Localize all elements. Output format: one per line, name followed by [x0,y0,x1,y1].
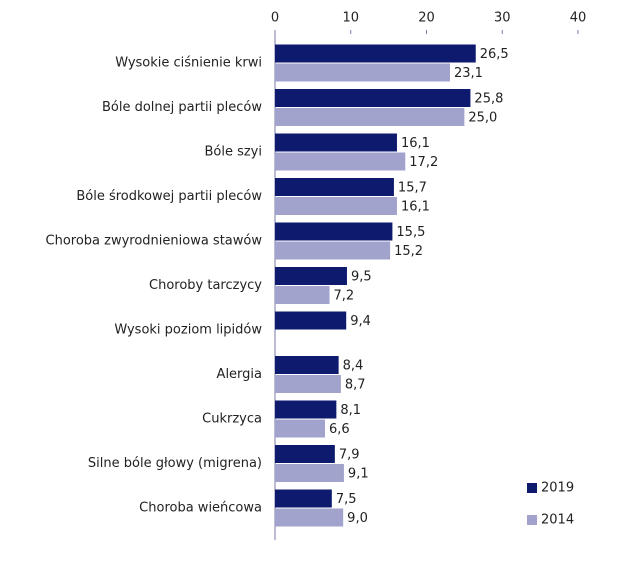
bar [275,89,471,107]
value-label: 15,7 [398,181,427,196]
value-label: 17,2 [409,155,438,170]
value-label: 8,1 [340,403,361,418]
value-label: 6,6 [329,422,350,437]
value-label: 8,4 [343,359,364,374]
legend-label: 2019 [541,481,574,496]
bar [275,311,347,330]
bar [275,375,341,393]
x-tick-label: 30 [494,11,511,26]
bar [275,178,394,196]
bar [275,508,344,527]
value-label: 25,0 [468,111,497,126]
bar [275,267,347,285]
bar [275,222,393,241]
value-label: 7,2 [334,289,355,304]
category-label: Choroba zwyrodnieniowa stawów [46,234,263,249]
value-label: 15,5 [396,225,425,240]
value-label: 15,2 [394,244,423,259]
value-label: 7,9 [339,448,360,463]
value-label: 9,4 [350,314,371,329]
category-label: Wysoki poziom lipidów [114,323,262,338]
value-label: 16,1 [401,200,430,215]
bar [275,419,325,438]
bar [275,286,330,304]
bar [275,197,397,215]
category-label: Cukrzyca [202,412,262,427]
value-label: 23,1 [454,66,483,81]
category-label: Bóle dolnej partii pleców [102,100,262,115]
value-label: 9,5 [351,270,372,285]
value-label: 9,0 [347,511,368,526]
value-label: 7,5 [336,492,357,507]
bar [275,133,397,152]
legend-label: 2014 [541,513,574,528]
legend-swatch [527,515,537,525]
category-label: Choroby tarczycy [149,278,262,293]
category-label: Bóle szyi [204,145,262,160]
bar [275,445,335,463]
x-tick-label: 20 [418,11,435,26]
category-label: Alergia [217,367,262,382]
value-label: 25,8 [474,92,503,107]
category-label: Wysokie ciśnienie krwi [115,56,262,71]
value-label: 16,1 [401,136,430,151]
category-label: Silne bóle głowy (migrena) [88,456,262,471]
x-tick-label: 40 [570,11,587,26]
bar [275,152,406,171]
category-label: Bóle środkowej partii pleców [76,189,262,204]
value-label: 26,5 [480,47,509,62]
bar [275,464,344,482]
bar [275,44,476,63]
legend-swatch [527,483,537,493]
bar [275,400,337,419]
value-label: 8,7 [345,378,366,393]
value-label: 9,1 [348,467,369,482]
bar [275,356,339,374]
x-tick-label: 0 [271,11,279,26]
x-tick-label: 10 [342,11,359,26]
bar [275,63,450,82]
bar [275,108,465,126]
bar [275,489,332,508]
category-label: Choroba wieńcowa [139,501,262,516]
bar [275,241,391,260]
